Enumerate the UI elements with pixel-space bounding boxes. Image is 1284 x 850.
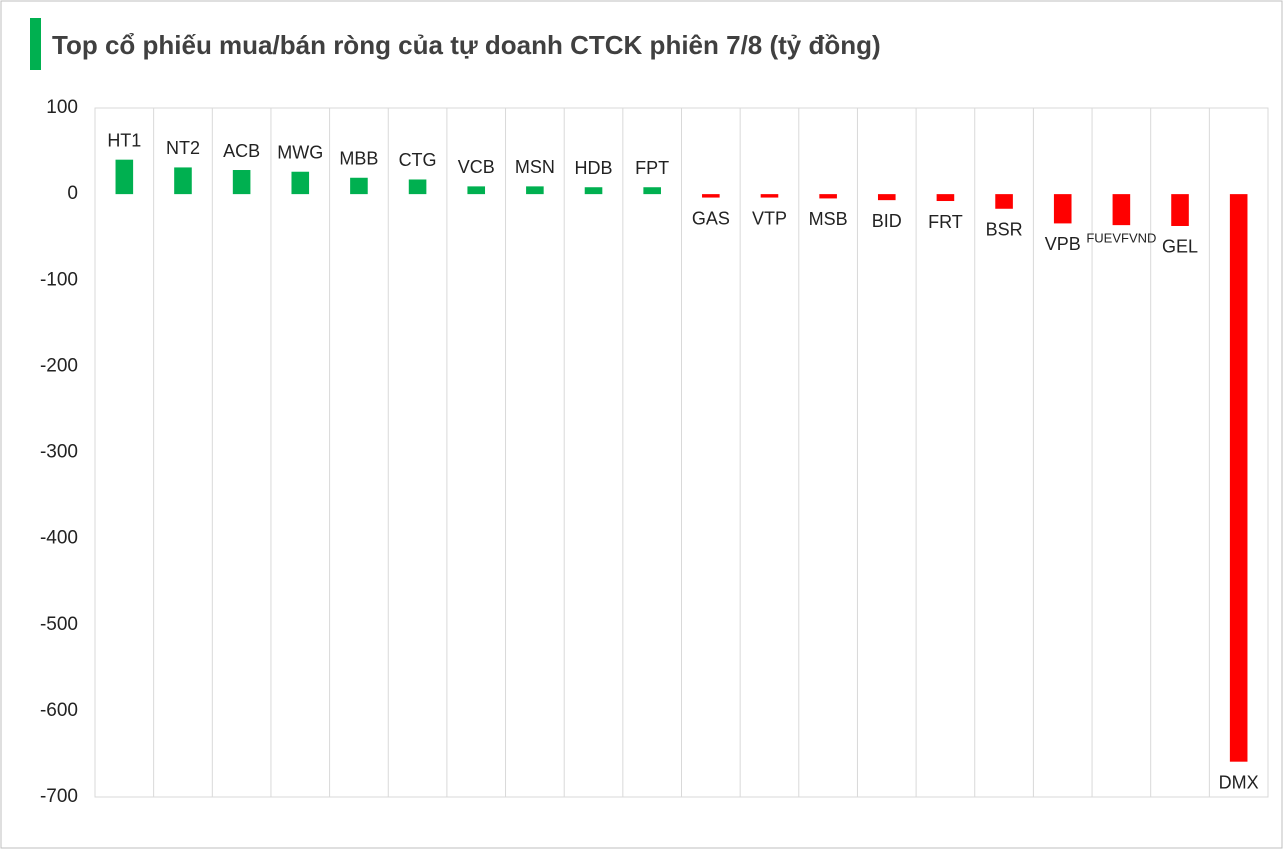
category-label: HDB: [575, 158, 613, 178]
y-tick-label: 100: [46, 97, 78, 118]
bar: [408, 179, 427, 195]
category-label: HT1: [107, 130, 141, 150]
bar: [291, 171, 310, 195]
bar: [936, 194, 955, 202]
y-tick-label: -500: [40, 614, 78, 635]
category-label: DMX: [1219, 772, 1259, 792]
category-label: GAS: [692, 208, 730, 228]
category-label: BID: [872, 211, 902, 231]
category-label: FRT: [928, 212, 963, 232]
title-accent: [30, 18, 41, 70]
bar: [877, 194, 896, 201]
category-label: MSB: [809, 209, 848, 229]
y-tick-label: -600: [40, 700, 78, 721]
category-label: FPT: [635, 158, 669, 178]
y-tick-label: -100: [40, 269, 78, 290]
category-label: GEL: [1162, 237, 1198, 257]
y-tick-label: 0: [67, 183, 78, 204]
bar: [467, 186, 486, 195]
y-tick-label: -300: [40, 442, 78, 463]
category-label: VCB: [458, 157, 495, 177]
bar: [643, 187, 661, 195]
category-label: NT2: [166, 138, 200, 158]
bar: [1171, 194, 1189, 226]
bar: [760, 194, 779, 198]
bar: [1053, 194, 1072, 224]
y-tick-label: -400: [40, 528, 78, 549]
bar: [1112, 194, 1131, 226]
bar: [526, 186, 544, 195]
bar: [232, 170, 251, 195]
bar: [174, 167, 192, 195]
bar: [350, 177, 368, 195]
bar: [1229, 194, 1248, 762]
category-label: MSN: [515, 157, 555, 177]
chart-title: Top cổ phiếu mua/bán ròng của tự doanh C…: [52, 30, 881, 60]
bar: [819, 194, 837, 199]
category-label: BSR: [986, 220, 1023, 240]
bar: [702, 194, 720, 198]
category-label: ACB: [223, 141, 260, 161]
category-label: CTG: [399, 150, 437, 170]
category-label: MBB: [339, 149, 378, 169]
y-tick-label: -700: [40, 786, 78, 807]
bar: [584, 187, 603, 195]
category-label: MWG: [277, 142, 323, 162]
category-label: VPB: [1045, 234, 1081, 254]
bar: [115, 159, 134, 195]
category-label: FUEVFVND: [1086, 231, 1156, 246]
bar: [995, 194, 1013, 209]
y-tick-label: -200: [40, 355, 78, 376]
category-label: VTP: [752, 208, 787, 228]
